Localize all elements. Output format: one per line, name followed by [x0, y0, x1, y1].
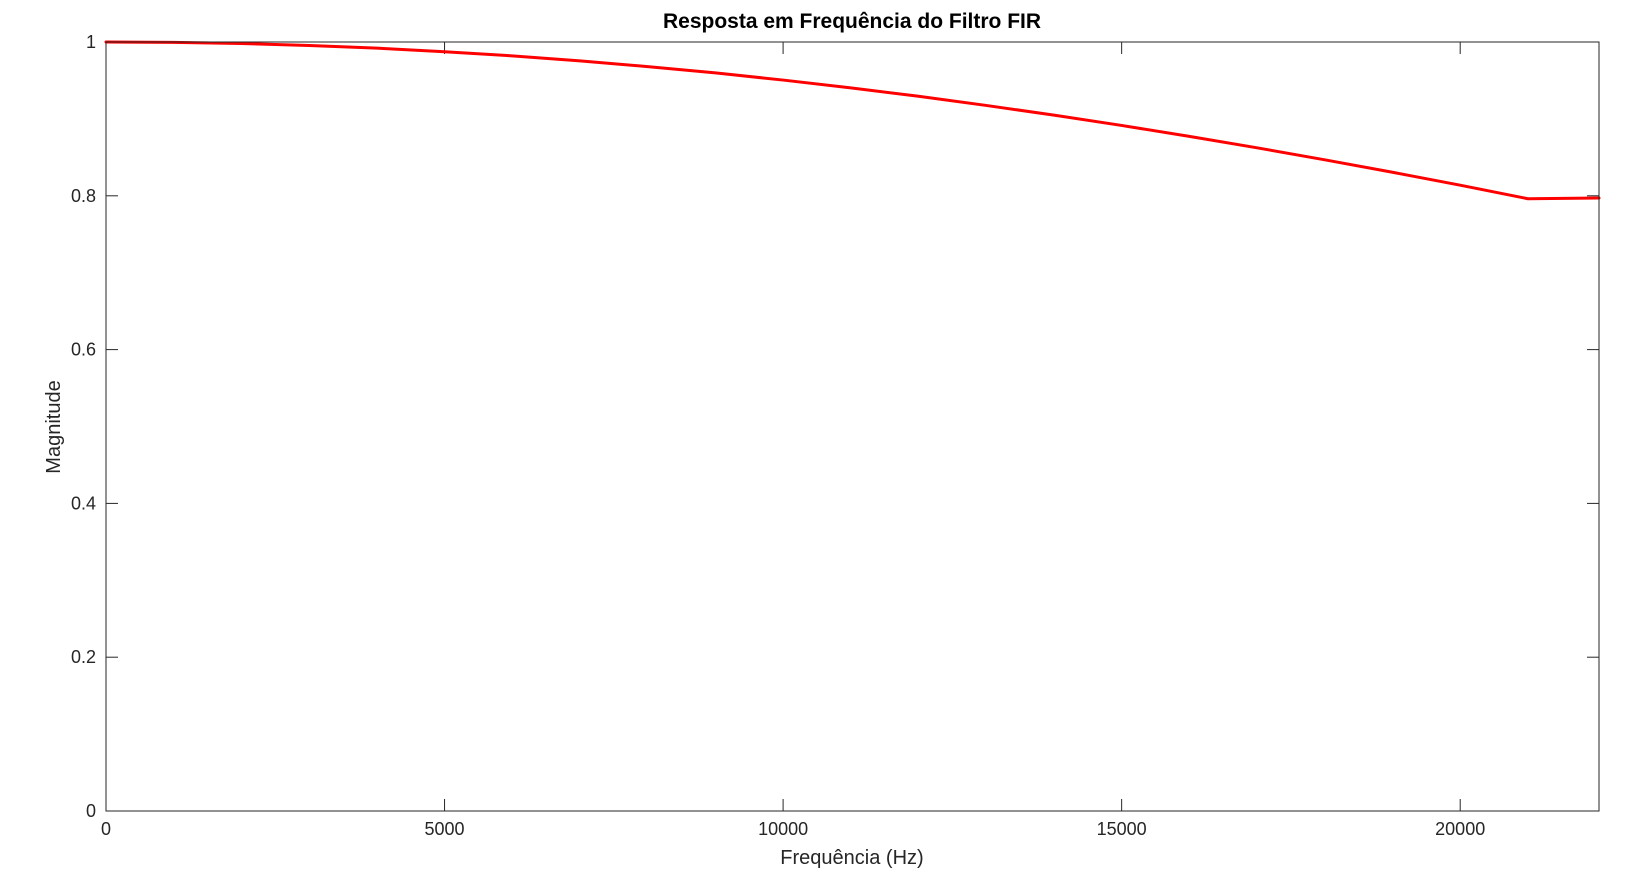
plot-frame: [105, 41, 1600, 812]
y-tick-label: 0.6: [71, 340, 96, 360]
chart-title: Resposta em Frequência do Filtro FIR: [663, 10, 1041, 33]
x-tick-label: 20000: [1435, 819, 1485, 839]
series-line-0: [104, 40, 1601, 201]
x-tick-label: 5000: [425, 819, 465, 839]
y-tick-label: 0: [86, 801, 96, 821]
y-tick-label: 0.4: [71, 493, 96, 513]
x-axis-label: Frequência (Hz): [780, 847, 923, 869]
series-layer: [104, 40, 1601, 201]
y-tick-label: 0.2: [71, 647, 96, 667]
tick-labels-layer: 0 5000 10000 15000 20000 0 0.2 0.4 0.6 0.8 1: [71, 32, 1485, 839]
y-axis-label: Magnitude: [43, 380, 65, 473]
plot-background: [106, 42, 1599, 811]
y-tick-label: 0.8: [71, 186, 96, 206]
x-tick-label: 0: [101, 819, 111, 839]
y-tick-label: 1: [86, 32, 96, 52]
x-tick-label: 10000: [758, 819, 808, 839]
x-tick-label: 15000: [1097, 819, 1147, 839]
